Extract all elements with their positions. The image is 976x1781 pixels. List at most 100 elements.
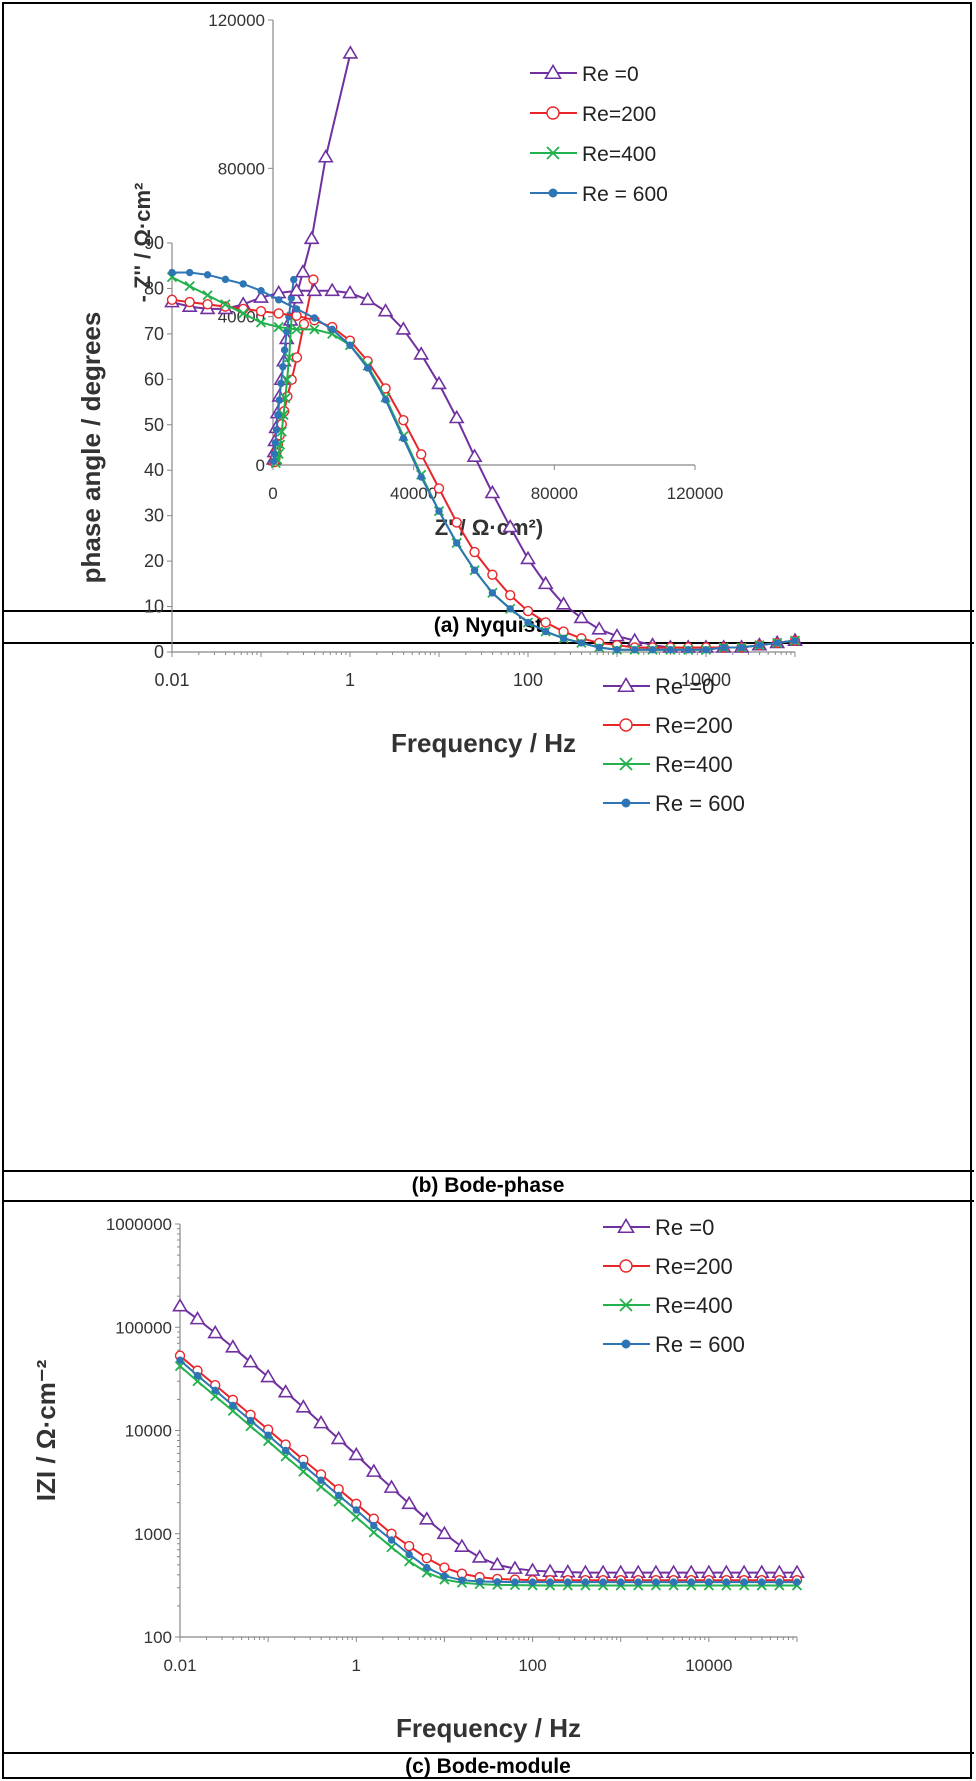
data-point — [310, 314, 319, 322]
legend-label: Re = 600 — [655, 791, 745, 816]
data-point — [264, 1431, 272, 1439]
data-point — [791, 636, 799, 645]
data-point — [273, 321, 284, 333]
data-point — [295, 1399, 312, 1413]
data-point — [630, 646, 639, 654]
data-point — [342, 45, 359, 59]
data-point — [599, 1578, 607, 1586]
y-tick-label: 1000000 — [106, 1215, 172, 1234]
data-point — [506, 605, 514, 613]
x-axis-label: Frequency / Hz — [396, 1713, 581, 1743]
x-tick-label: 10000 — [685, 1656, 732, 1675]
data-point — [274, 296, 283, 304]
data-point — [172, 1298, 188, 1312]
data-point — [203, 271, 212, 279]
data-point — [520, 550, 536, 565]
data-point — [502, 518, 519, 533]
data-point — [303, 230, 320, 245]
data-point — [270, 450, 279, 458]
data-point — [573, 609, 590, 624]
data-point — [246, 1416, 255, 1425]
data-point — [793, 1578, 801, 1586]
x-tick-label: 1 — [352, 1656, 361, 1675]
bode-phase-plot: 0 10 20 30 40 50 60 70 80 90 0.01 1 100 10000 Frequenc… — [76, 233, 803, 816]
series-Re-400 — [174, 1361, 803, 1591]
data-point — [488, 589, 497, 597]
data-point — [577, 639, 586, 647]
y-tick-label: 0 — [154, 642, 164, 662]
data-point — [294, 264, 311, 278]
data-point — [433, 483, 445, 494]
data-point — [471, 1549, 488, 1563]
series-Re-600 — [176, 1356, 801, 1586]
legend-label: Re =0 — [655, 1215, 714, 1240]
divider-a-top — [2, 610, 974, 612]
data-point — [359, 291, 376, 306]
legend-marker — [617, 1217, 635, 1234]
data-point — [221, 275, 230, 284]
data-point — [202, 299, 213, 310]
caption-nyquist: (a) Nyquist — [433, 614, 543, 637]
data-point — [436, 1525, 453, 1540]
data-point — [284, 352, 295, 363]
data-point — [211, 1386, 219, 1395]
y-axis-label: phase angle / degrees — [76, 312, 106, 584]
y-tick-label: 60 — [144, 369, 164, 389]
data-point — [299, 1461, 308, 1470]
data-point — [652, 1578, 660, 1586]
data-point — [277, 379, 285, 388]
divider-b-top — [2, 1170, 974, 1172]
y-tick-label: 10 — [144, 597, 164, 617]
data-point — [313, 1415, 329, 1429]
data-point — [274, 411, 282, 419]
data-point — [351, 1511, 362, 1523]
x-tick-label: 0.01 — [163, 1656, 196, 1675]
data-point — [257, 287, 265, 295]
data-point — [475, 1577, 484, 1586]
data-point — [418, 1511, 435, 1525]
x-tick-label: 120000 — [667, 484, 724, 503]
x-axis-label: Frequency / Hz — [391, 728, 576, 758]
y-tick-label: 50 — [144, 415, 164, 435]
x-tick-label: 40000 — [390, 484, 437, 503]
divider-a-bottom — [2, 642, 974, 644]
x-tick-label: 10000 — [681, 670, 731, 690]
data-point — [275, 396, 284, 404]
data-point — [238, 308, 249, 319]
y-tick-label: 100 — [144, 1628, 172, 1647]
legend: Re =0 Re=200 Re=400 Re = 600 — [603, 674, 745, 816]
data-point — [559, 634, 568, 643]
legend-label: Re = 600 — [582, 183, 668, 206]
data-point — [224, 1339, 241, 1353]
data-point — [617, 1578, 625, 1586]
data-point — [399, 434, 408, 443]
y-tick-label: 100000 — [115, 1318, 172, 1337]
data-point — [279, 363, 287, 371]
data-point — [253, 289, 269, 303]
data-point — [413, 346, 430, 360]
y-tick-label: 80000 — [218, 159, 265, 178]
data-point — [737, 643, 746, 652]
series-line — [274, 316, 293, 464]
legend-label: Re=400 — [655, 1293, 733, 1318]
data-point — [306, 282, 323, 297]
data-point — [189, 1310, 206, 1325]
data-point — [185, 268, 194, 277]
data-point — [348, 1446, 365, 1461]
data-point — [403, 1540, 415, 1552]
data-point — [613, 646, 621, 654]
series-line — [179, 1359, 797, 1584]
data-point — [524, 618, 532, 627]
caption-bode-module: (c) Bode-module — [405, 1755, 571, 1778]
x-tick-label: 100 — [518, 1656, 546, 1675]
series-Re-0 — [172, 1298, 805, 1578]
legend-marker — [619, 1259, 633, 1273]
data-point — [773, 639, 781, 647]
y-axis-label: IZI / Ω·cm⁻² — [31, 1359, 61, 1501]
data-point — [648, 646, 657, 654]
legend-label: Re=200 — [655, 1254, 733, 1279]
data-point — [511, 1578, 519, 1586]
data-point — [507, 1560, 523, 1574]
y-tick-label: 10000 — [125, 1422, 172, 1441]
